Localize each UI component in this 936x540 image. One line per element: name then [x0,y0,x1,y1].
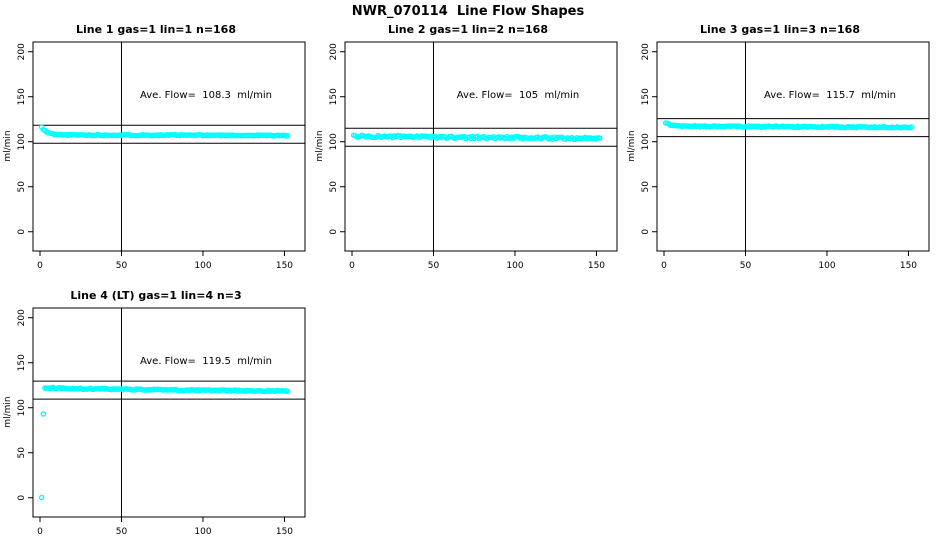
y-tick-label: 0 [329,229,339,235]
ave-flow-annotation: Ave. Flow= 119.5 ml/min [140,356,272,367]
panel-title: Line 4 (LT) gas=1 lin=4 n=3 [70,289,242,302]
y-tick-label: 150 [641,88,651,105]
x-tick-label: 50 [428,261,440,271]
plot-box [32,41,306,252]
data-point [284,133,291,139]
y-tick-label: 200 [17,43,27,60]
y-tick-label: 100 [17,133,27,150]
x-tick-label: 50 [740,261,752,271]
y-tick-label: 200 [329,43,339,60]
y-tick-label: 200 [641,43,651,60]
x-tick-label: 150 [276,261,293,271]
y-tick-label: 100 [641,133,651,150]
panel-title: Line 1 gas=1 lin=1 n=168 [75,23,236,36]
x-tick-label: 0 [37,261,43,271]
x-tick-label: 100 [194,527,211,537]
outlier-point [38,494,45,501]
panel-line-2: Line 2 gas=1 lin=2 n=168 ml/min Ave. Flo… [312,22,624,274]
y-tick-label: 0 [17,495,27,501]
ave-flow-annotation: Ave. Flow= 105 ml/min [456,90,580,101]
panel-line-3: Line 3 gas=1 lin=3 n=168 ml/min Ave. Flo… [624,22,936,274]
panel-line-1: Line 1 gas=1 lin=1 n=168 ml/min Ave. Flo… [0,22,312,274]
y-tick-label: 100 [17,399,27,416]
y-tick-label: 150 [329,88,339,105]
y-tick-label: 50 [329,181,339,193]
data-point [908,124,915,130]
plot-canvas: 0 50 100 150 200 0 50 100 150 [17,307,306,537]
x-tick-label: 50 [116,261,128,271]
main-title: NWR_070114 Line Flow Shapes [351,4,585,19]
x-tick-label: 0 [661,261,667,271]
data-point [284,388,291,395]
plot-box [32,307,306,518]
x-tick-label: 0 [349,261,355,271]
y-tick-label: 0 [17,229,27,235]
x-tick-label: 100 [506,261,523,271]
x-tick-label: 150 [588,261,605,271]
plot-canvas: 0 50 100 150 200 0 50 100 150 [641,41,930,271]
y-tick-label: 200 [17,309,27,326]
ave-flow-annotation: Ave. Flow= 108.3 ml/min [140,90,272,101]
x-tick-label: 50 [116,527,128,537]
panel-title: Line 3 gas=1 lin=3 n=168 [699,23,860,36]
x-tick-label: 150 [900,261,917,271]
y-tick-label: 0 [641,229,651,235]
y-tick-label: 100 [329,133,339,150]
plot-canvas: 0 50 100 150 200 0 50 100 150 [17,41,306,271]
y-tick-label: 150 [17,88,27,105]
outlier-point [40,411,47,417]
data-point [596,135,603,141]
x-tick-label: 150 [276,527,293,537]
y-tick-label: 50 [17,181,27,193]
y-tick-label: 150 [17,354,27,371]
x-tick-label: 0 [37,527,43,537]
y-tick-label: 50 [641,181,651,193]
x-tick-label: 100 [818,261,835,271]
y-tick-label: 50 [17,447,27,459]
plot-canvas: 0 50 100 150 200 0 50 100 150 [329,41,618,271]
ave-flow-annotation: Ave. Flow= 115.7 ml/min [764,90,896,101]
x-tick-label: 100 [194,261,211,271]
panel-line-4: Line 4 (LT) gas=1 lin=4 n=3 ml/min Ave. … [0,288,312,540]
panel-title: Line 2 gas=1 lin=2 n=168 [387,23,548,36]
plot-box [656,41,930,252]
